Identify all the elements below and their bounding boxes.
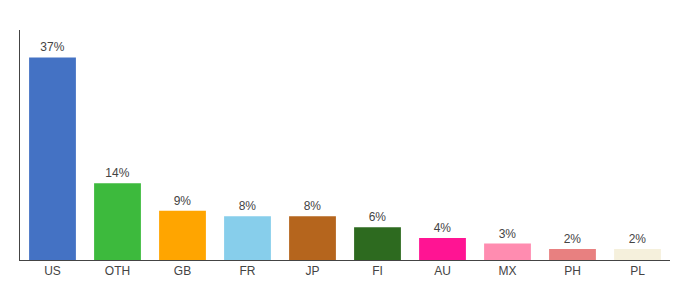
svg-text:8%: 8% bbox=[239, 199, 257, 213]
svg-text:2%: 2% bbox=[564, 232, 582, 246]
svg-text:14%: 14% bbox=[105, 166, 129, 180]
svg-text:MX: MX bbox=[499, 264, 517, 278]
svg-text:37%: 37% bbox=[40, 40, 64, 54]
svg-text:2%: 2% bbox=[629, 232, 647, 246]
svg-text:3%: 3% bbox=[499, 227, 517, 241]
svg-text:PL: PL bbox=[630, 264, 645, 278]
svg-text:9%: 9% bbox=[174, 194, 192, 208]
svg-text:GB: GB bbox=[174, 264, 191, 278]
svg-text:FI: FI bbox=[372, 264, 383, 278]
svg-text:PH: PH bbox=[564, 264, 581, 278]
svg-text:6%: 6% bbox=[369, 210, 387, 224]
svg-text:FR: FR bbox=[240, 264, 256, 278]
svg-text:8%: 8% bbox=[304, 199, 322, 213]
svg-text:OTH: OTH bbox=[105, 264, 130, 278]
svg-text:US: US bbox=[44, 264, 61, 278]
svg-text:4%: 4% bbox=[434, 221, 452, 235]
svg-text:AU: AU bbox=[434, 264, 451, 278]
svg-text:JP: JP bbox=[305, 264, 319, 278]
